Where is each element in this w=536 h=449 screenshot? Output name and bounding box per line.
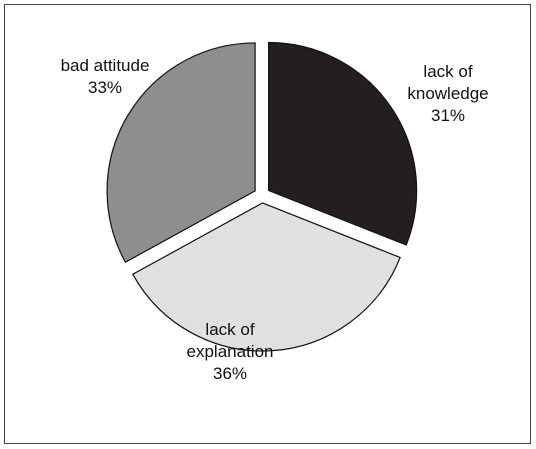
slice-label-line: knowledge [407,84,489,103]
pie-slice-lack-of-explanation [131,202,401,352]
slice-label-lack-of-knowledge: lack of knowledge 31% [378,61,518,127]
slice-percent: 31% [430,106,466,125]
slice-label-line: bad attitude [60,56,150,75]
slice-label-line: explanation [186,342,274,361]
pie-slice-bad-attitude [106,42,256,264]
slice-percent: 36% [212,364,248,383]
pie-slices [106,41,418,352]
slice-label-line: lack of [205,320,255,339]
slice-label-line: lack of [423,62,473,81]
pie-slice-lack-of-knowledge [268,41,418,246]
slice-label-lack-of-explanation: lack of explanation 36% [150,319,310,385]
slice-percent: 33% [87,78,123,97]
slice-label-bad-attitude: bad attitude 33% [20,55,190,99]
